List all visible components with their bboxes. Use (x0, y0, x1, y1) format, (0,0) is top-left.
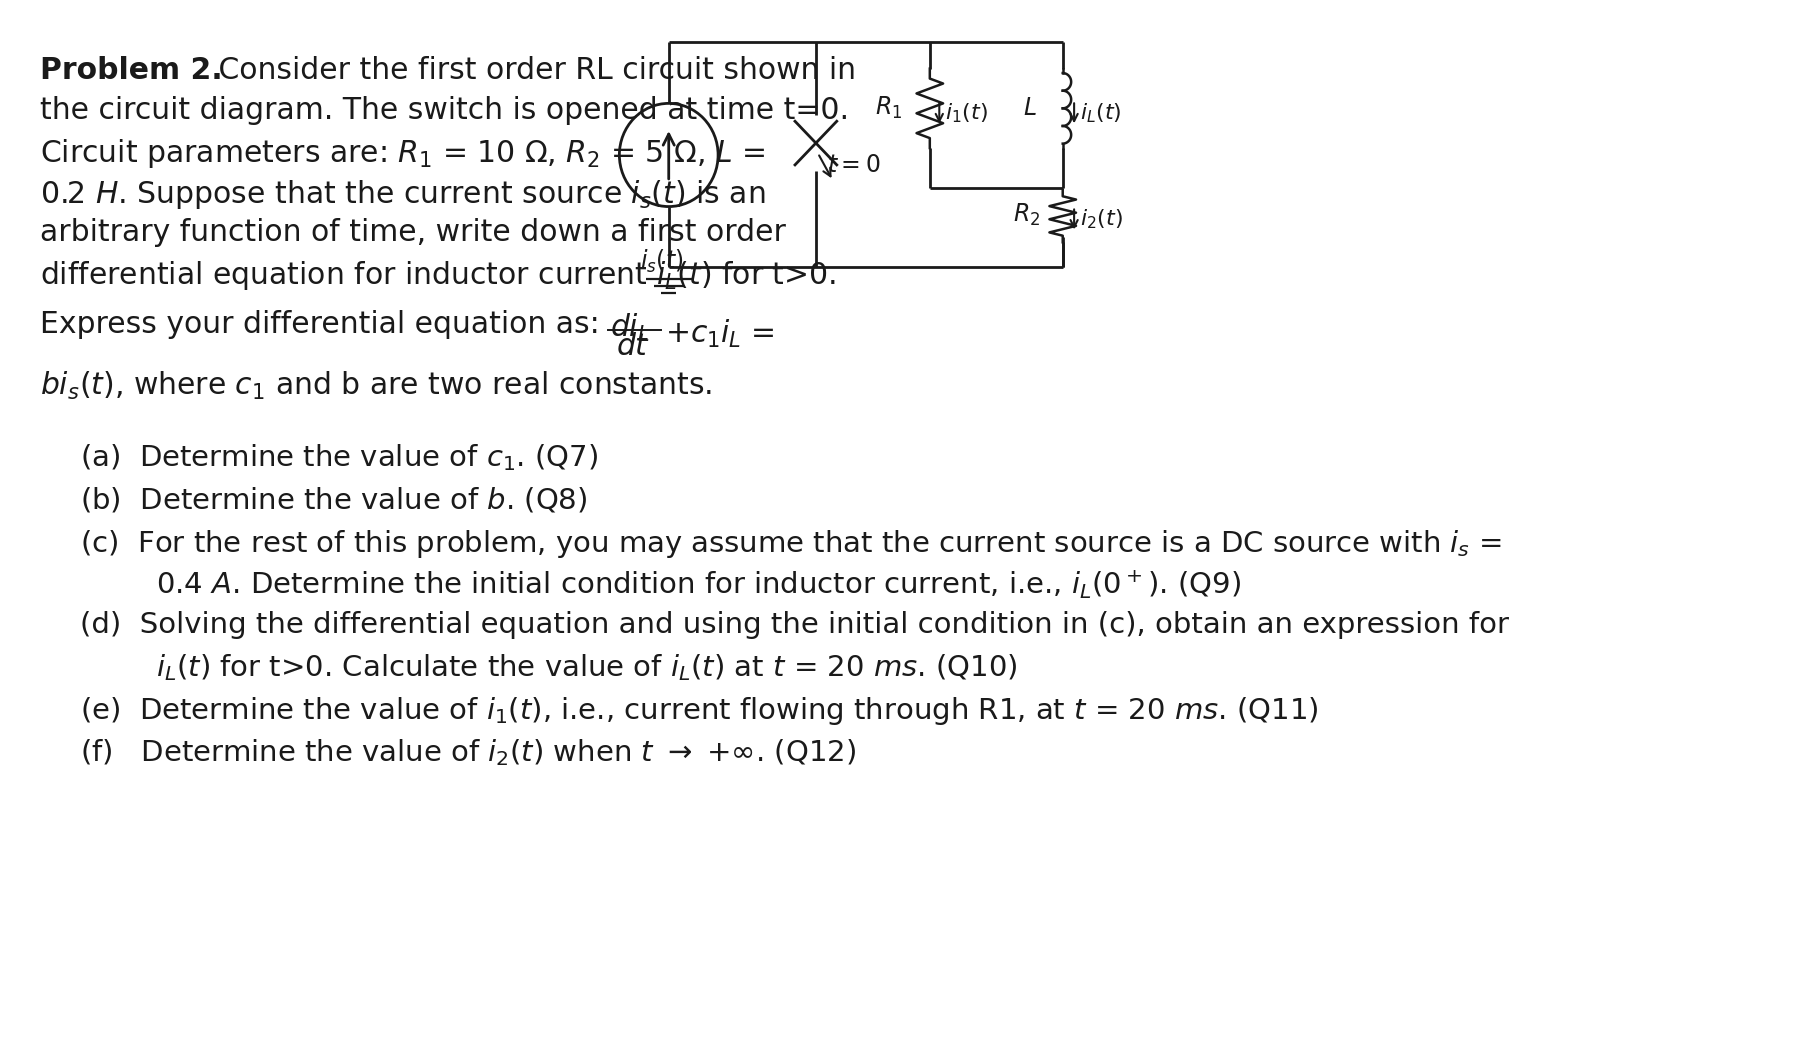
Text: Circuit parameters are: $R_1$ = 10 $\Omega$, $R_2$ = 5 $\Omega$, $L$ =: Circuit parameters are: $R_1$ = 10 $\Ome… (40, 138, 765, 170)
Text: $t = 0$: $t = 0$ (828, 153, 881, 177)
Text: $di_L$: $di_L$ (610, 312, 650, 344)
Text: $R_2$: $R_2$ (1013, 201, 1041, 227)
Text: $i_L(t)$: $i_L(t)$ (1081, 102, 1122, 125)
Text: 0.2 $H$. Suppose that the current source $i_s(t)$ is an: 0.2 $H$. Suppose that the current source… (40, 178, 766, 211)
Text: the circuit diagram. The switch is opened at time t=0.: the circuit diagram. The switch is opene… (40, 96, 850, 126)
Text: 0.4 $A$. Determine the initial condition for inductor current, i.e., $i_L(0^+)$.: 0.4 $A$. Determine the initial condition… (156, 569, 1240, 601)
Text: $bi_s(t)$, where $c_1$ and b are two real constants.: $bi_s(t)$, where $c_1$ and b are two rea… (40, 370, 712, 402)
Text: $i_L(t)$ for t>0. Calculate the value of $i_L(t)$ at $t$ = 20 $ms$. (Q10): $i_L(t)$ for t>0. Calculate the value of… (156, 652, 1017, 682)
Text: Express your differential equation as:: Express your differential equation as: (40, 310, 599, 339)
Text: differential equation for inductor current $i_L(t)$ for t>0.: differential equation for inductor curre… (40, 259, 837, 292)
Text: $dt$: $dt$ (616, 331, 648, 361)
Text: $i_1(t)$: $i_1(t)$ (944, 102, 988, 125)
Text: (a)  Determine the value of $c_1$. (Q7): (a) Determine the value of $c_1$. (Q7) (80, 442, 597, 474)
Text: $i_2(t)$: $i_2(t)$ (1081, 207, 1122, 232)
Text: Consider the first order RL circuit shown in: Consider the first order RL circuit show… (209, 56, 855, 85)
Text: (f)   Determine the value of $i_2(t)$ when $t$ $\rightarrow$ $+\infty$. (Q12): (f) Determine the value of $i_2(t)$ when… (80, 737, 855, 768)
Text: (e)  Determine the value of $i_1(t)$, i.e., current flowing through R1, at $t$ =: (e) Determine the value of $i_1(t)$, i.e… (80, 695, 1318, 727)
Text: $i_s(t)$: $i_s(t)$ (641, 248, 683, 275)
Text: (d)  Solving the differential equation and using the initial condition in (c), o: (d) Solving the differential equation an… (80, 612, 1509, 639)
Text: $L$: $L$ (1022, 96, 1037, 121)
Text: (c)  For the rest of this problem, you may assume that the current source is a D: (c) For the rest of this problem, you ma… (80, 528, 1502, 560)
Text: $R_1$: $R_1$ (875, 95, 903, 122)
Text: (b)  Determine the value of $b$. (Q8): (b) Determine the value of $b$. (Q8) (80, 486, 588, 514)
Text: Problem 2.: Problem 2. (40, 56, 223, 85)
Text: $+ c_1 i_L$ =: $+ c_1 i_L$ = (665, 317, 775, 350)
Text: arbitrary function of time, write down a first order: arbitrary function of time, write down a… (40, 218, 786, 248)
